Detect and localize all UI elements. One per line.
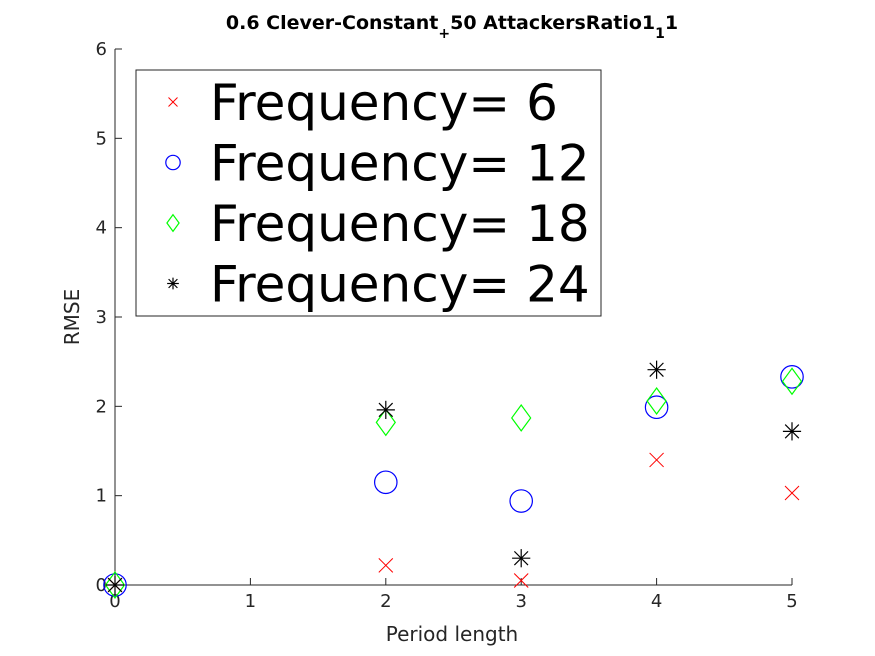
data-marks [103,360,804,599]
legend-marker-circle [165,154,181,171]
legend-marker-asterisk [167,277,179,290]
y-tick-label: 2 [96,396,107,417]
x-tick-label: 4 [651,591,662,612]
data-point-circle [509,489,533,513]
data-point-circle [103,573,127,597]
axes: 0 1 2 3 4 5 0 1 2 3 4 5 6 [96,39,798,612]
y-tick-label: 3 [96,307,107,328]
data-point-diamond [104,571,126,599]
data-point-circle [373,470,398,495]
legend-marker-diamond [166,213,180,233]
legend-label: Frequency= 24 [210,256,590,314]
legend-label: Frequency= 18 [210,195,590,253]
y-tick-label: 5 [96,128,107,149]
x-tick-label: 2 [380,591,391,612]
data-point-diamond [781,367,803,396]
legend-label: Frequency= 6 [210,74,558,132]
x-axis-label: Period length [386,622,518,646]
data-point-x [784,485,800,501]
data-point-diamond [646,387,667,415]
y-tick-label: 0 [96,575,107,596]
data-point-asterisk [512,549,531,568]
x-tick-label: 5 [786,591,797,612]
data-point-circle [644,395,669,420]
data-point-diamond [511,403,532,432]
legend-box [135,69,602,317]
x-tick-label: 3 [515,591,526,612]
y-tick-label: 4 [96,218,107,239]
data-point-x [513,573,529,588]
data-point-diamond [375,408,396,437]
legend-marker-x [168,97,178,107]
y-axis-label: RMSE [60,289,84,345]
legend-label: Frequency= 12 [210,135,590,193]
y-tick-label: 6 [96,39,107,60]
x-tick-label: 1 [245,591,256,612]
y-tick-label: 1 [96,486,107,507]
data-point-x [378,557,394,573]
data-point-asterisk [782,422,802,441]
data-point-asterisk [105,575,125,595]
data-point-asterisk [376,400,395,420]
chart-title: 0.6 Clever-Constant+50 AttackersRatio111 [226,12,678,42]
x-tick-label: 0 [109,591,120,612]
data-point-x [649,452,664,468]
data-point-circle [780,365,804,389]
data-point-asterisk [647,360,666,379]
